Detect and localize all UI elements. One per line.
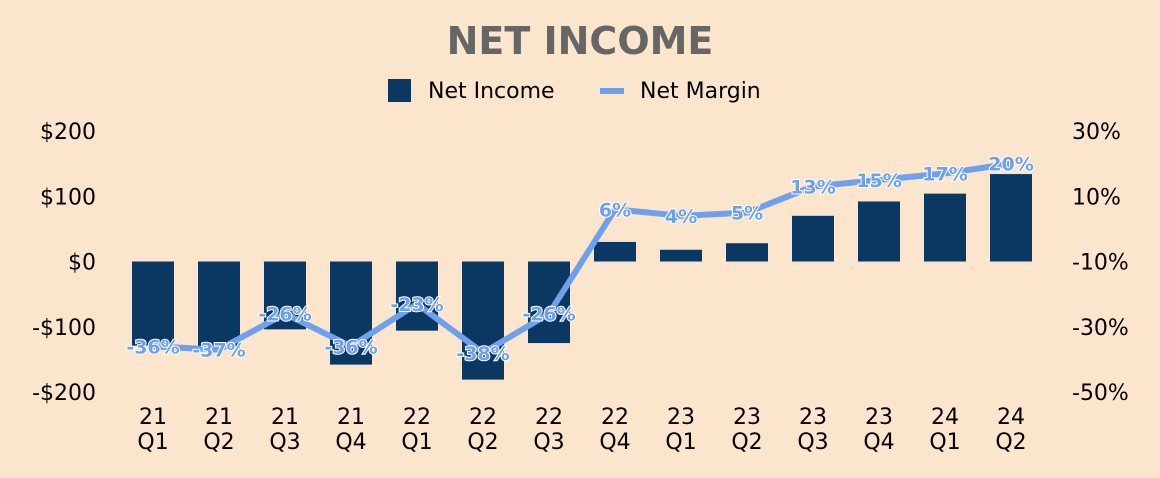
legend-label-net-income: Net Income <box>428 79 555 104</box>
x-axis-category-quarter: Q4 <box>863 430 894 455</box>
left-axis-tick-label: $0 <box>68 251 96 276</box>
net-margin-data-label: 17% <box>922 163 967 185</box>
x-axis-category-labels: 21Q121Q221Q321Q422Q122Q222Q322Q423Q123Q2… <box>137 405 1026 455</box>
x-axis-category-year: 24 <box>997 405 1025 430</box>
net-income-bar <box>990 174 1032 262</box>
x-axis-category-quarter: Q3 <box>797 430 828 455</box>
left-axis-tick-label: $200 <box>40 120 96 145</box>
x-axis-category-quarter: Q3 <box>269 430 300 455</box>
x-axis-category-year: 23 <box>865 405 893 430</box>
net-margin-data-label: -26% <box>258 304 311 326</box>
x-axis-category-quarter: Q1 <box>929 430 960 455</box>
x-axis-category-quarter: Q2 <box>731 430 762 455</box>
net-income-bar <box>198 261 240 349</box>
net-income-bar <box>396 261 438 331</box>
x-axis-category-quarter: Q1 <box>665 430 696 455</box>
x-axis-category-year: 21 <box>271 405 299 430</box>
x-axis-category-year: 22 <box>403 405 431 430</box>
x-axis-category-year: 22 <box>601 405 629 430</box>
legend-label-net-margin: Net Margin <box>640 79 761 104</box>
net-margin-data-label: -36% <box>126 336 179 358</box>
right-axis-tick-label: 10% <box>1072 185 1121 210</box>
x-axis-category-year: 24 <box>931 405 959 430</box>
net-margin-data-label: -37% <box>192 340 245 362</box>
net-income-bar <box>660 249 702 262</box>
net-margin-data-label: 5% <box>731 203 763 225</box>
net-margin-data-label: -26% <box>522 304 575 326</box>
x-axis-category-year: 21 <box>205 405 233 430</box>
left-axis-tick-label: -$200 <box>32 381 96 406</box>
net-income-bars <box>132 174 1032 380</box>
net-margin-data-label: -38% <box>456 343 509 365</box>
net-margin-data-label: 15% <box>856 170 901 192</box>
net-income-bar <box>132 261 174 346</box>
chart-legend: Net Income Net Margin <box>388 79 761 104</box>
net-income-bar <box>858 201 900 262</box>
net-margin-data-label: -36% <box>324 336 377 358</box>
x-axis-category-quarter: Q2 <box>203 430 234 455</box>
net-margin-data-label: 20% <box>988 154 1033 176</box>
x-axis-category-quarter: Q3 <box>533 430 564 455</box>
net-income-bar <box>462 261 504 380</box>
net-margin-data-labels: -36% -37% -26% -36% -23% -38% -26% 6% 4% 5% 13% 15%… <box>125 153 1034 366</box>
x-axis-category-year: 21 <box>139 405 167 430</box>
left-axis-tick-label: $100 <box>40 185 96 210</box>
x-axis-category-quarter: Q1 <box>401 430 432 455</box>
net-margin-data-label: 6% <box>599 199 631 221</box>
x-axis-category-quarter: Q1 <box>137 430 168 455</box>
x-axis-category-quarter: Q4 <box>599 430 630 455</box>
legend-swatch-net-income <box>388 79 411 102</box>
x-axis-category-quarter: Q4 <box>335 430 366 455</box>
x-axis-category-quarter: Q2 <box>995 430 1026 455</box>
net-margin-data-label: 13% <box>790 176 835 198</box>
right-axis-tick-label: -50% <box>1072 381 1129 406</box>
x-axis-category-quarter: Q2 <box>467 430 498 455</box>
net-margin-line-series <box>150 160 1014 356</box>
x-axis-category-year: 21 <box>337 405 365 430</box>
x-axis-category-year: 23 <box>667 405 695 430</box>
x-axis-category-year: 22 <box>469 405 497 430</box>
right-axis-tick-label: -30% <box>1072 316 1129 341</box>
net-margin-line <box>150 160 1014 356</box>
x-axis-category-year: 23 <box>733 405 761 430</box>
right-axis-ticks: 30% 10% -10% -30% -50% <box>1072 120 1129 406</box>
net-margin-data-label: 4% <box>665 206 697 228</box>
net-income-bar <box>792 215 834 262</box>
x-axis-category-year: 22 <box>535 405 563 430</box>
chart-title: NET INCOME <box>447 19 714 63</box>
left-axis-ticks: $200 $100 $0 -$100 -$200 <box>32 120 96 406</box>
net-income-bar <box>726 243 768 262</box>
right-axis-tick-label: -10% <box>1072 251 1129 276</box>
left-axis-tick-label: -$100 <box>32 316 96 341</box>
net-income-bar <box>924 193 966 262</box>
x-axis-category-year: 23 <box>799 405 827 430</box>
net-margin-data-label: -23% <box>390 294 443 316</box>
net-income-bar <box>594 241 636 262</box>
net-income-bar <box>528 261 570 344</box>
right-axis-tick-label: 30% <box>1072 120 1121 145</box>
